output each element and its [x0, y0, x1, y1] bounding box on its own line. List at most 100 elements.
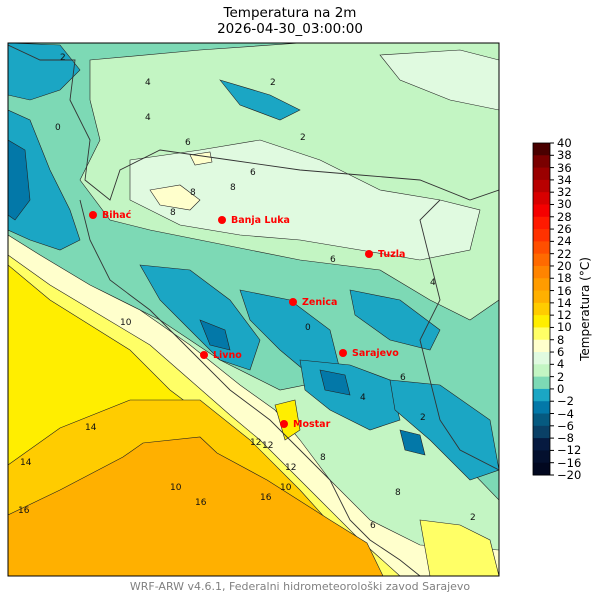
city-marker: Zenica [289, 297, 337, 308]
colorbar-tick-label: 2 [557, 369, 565, 384]
colorbar-bin [533, 229, 550, 242]
map-frame [7, 42, 500, 577]
contour-label: 2 [60, 53, 66, 63]
city-label: Livno [213, 350, 242, 361]
contour-label: 16 [260, 493, 272, 503]
colorbar [532, 142, 554, 476]
city-dot [339, 349, 347, 357]
contour-label: 14 [85, 423, 97, 433]
colorbar-bin [533, 265, 550, 279]
field-6-8 [379, 49, 499, 111]
colorbar-tick-label: 34 [557, 172, 572, 187]
contour-label: 10 [120, 318, 132, 328]
field-8-10 [149, 184, 201, 211]
colorbar-bin [533, 327, 550, 341]
colorbar-bin [533, 167, 550, 181]
field-0-2 [349, 289, 441, 351]
city-dot [200, 351, 208, 359]
colorbar-bin [533, 290, 550, 304]
contour-label: 4 [145, 78, 151, 88]
colorbar-tick-label: −16 [557, 455, 582, 470]
colorbar-bin [533, 253, 550, 267]
contour-label: 6 [250, 168, 256, 178]
contour-label: 8 [190, 188, 196, 198]
city-dot [218, 216, 226, 224]
field-0-2 [219, 79, 301, 121]
colorbar-bin [533, 216, 550, 230]
colorbar-bin [533, 143, 550, 156]
colorbar-bin [533, 462, 550, 476]
colorbar-bin [533, 302, 550, 316]
contour-label: 12 [285, 463, 296, 473]
chart-datetime: 2026-04-30_03:00:00 [217, 21, 363, 37]
city-label: Mostar [293, 419, 331, 430]
chart-title: Temperatura na 2m [223, 5, 357, 21]
country-border [8, 44, 499, 201]
colorbar-bin [533, 179, 550, 193]
contour-label: 8 [320, 453, 326, 463]
city-dot [280, 420, 288, 428]
contour-label: 4 [145, 113, 151, 123]
city-dot [289, 298, 297, 306]
contour-label: 4 [430, 278, 436, 288]
colorbar-tick-label: 32 [557, 185, 572, 200]
country-border [419, 199, 499, 471]
colorbar-tick-label: 40 [557, 136, 572, 150]
city-dot [365, 250, 373, 258]
contour-label: 2 [420, 413, 426, 423]
city-marker: Livno [200, 350, 242, 361]
contour-label: 16 [18, 506, 30, 516]
colorbar-tick-label: −8 [557, 431, 574, 446]
colorbar-tick-label: 18 [557, 271, 572, 286]
footer-credit: WRF-ARW v4.6.1, Federalni hidrometeorolo… [129, 580, 471, 593]
colorbar-tick-label: 26 [557, 222, 572, 237]
contour-label: 0 [55, 123, 61, 133]
city-label: Tuzla [378, 249, 405, 260]
colorbar-tick-label: 4 [557, 357, 565, 372]
city-dot [89, 211, 97, 219]
colorbar-tick-label: 38 [557, 148, 572, 163]
contour-label: 8 [170, 208, 176, 218]
colorbar-bin [533, 241, 550, 255]
colorbar-tick-label: 12 [557, 308, 572, 323]
colorbar-tick-label: 30 [557, 197, 572, 212]
colorbar-bin [533, 425, 550, 439]
city-label: Zenica [302, 297, 337, 308]
colorbar-bin [533, 155, 550, 169]
colorbar-frame [532, 142, 551, 476]
field-12-14 [274, 399, 301, 441]
field-minus2-0 [319, 369, 351, 396]
contour-label: 8 [230, 183, 236, 193]
field-0-2 [389, 379, 499, 481]
contour-label: 4 [360, 393, 366, 403]
colorbar-bin [533, 315, 550, 328]
contour-label: 6 [330, 255, 336, 265]
contour-label: 6 [400, 373, 406, 383]
colorbar-bin [533, 438, 550, 451]
country-border [79, 199, 421, 576]
city-marker: Mostar [280, 419, 331, 430]
colorbar-bin [533, 352, 550, 365]
colorbar-tick-label: 0 [557, 381, 565, 396]
city-marker: Bihać [89, 210, 132, 221]
colorbar-tick-label: 28 [557, 209, 572, 224]
field-minus2-0 [199, 319, 231, 351]
contour-label: 2 [300, 133, 306, 143]
contour-label: 2 [270, 78, 276, 88]
contour-label: 6 [370, 521, 376, 531]
colorbar-bin [533, 413, 550, 427]
contour-label: 8 [395, 488, 401, 498]
field-16-18 [8, 436, 384, 576]
colorbar-bin [533, 364, 550, 378]
contour-label: 14 [20, 458, 32, 468]
field-0-2 [139, 264, 261, 371]
colorbar-bin [533, 401, 550, 415]
colorbar-bin [533, 450, 550, 464]
city-marker: Banja Luka [218, 215, 290, 226]
contour-label: 10 [280, 483, 292, 493]
colorbar-bin [533, 388, 550, 402]
city-label: Bihać [102, 210, 132, 221]
contour-label: 0 [305, 323, 311, 333]
colorbar-tick-label: 16 [557, 283, 572, 298]
